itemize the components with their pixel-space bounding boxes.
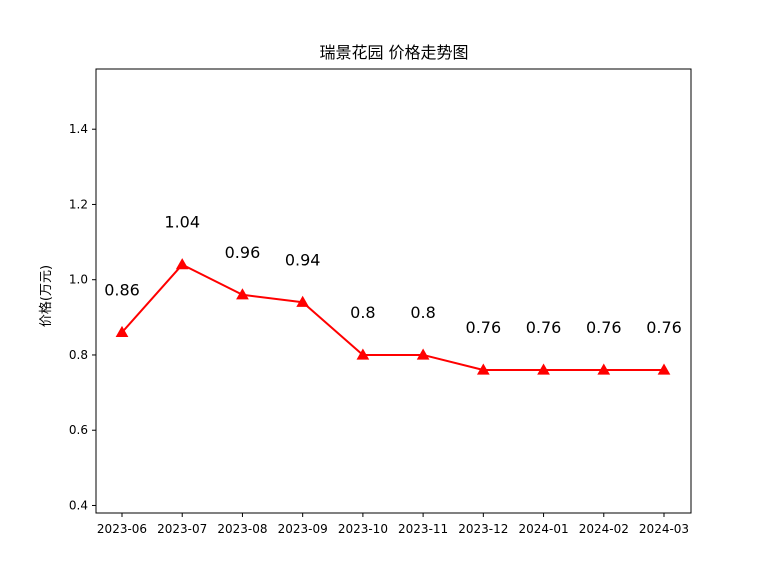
x-tick-label: 2023-08 [217, 522, 267, 536]
series-line [121, 263, 664, 372]
data-label: 0.76 [586, 318, 622, 337]
y-tick-label: 0.4 [69, 498, 88, 512]
plot-area: 2023-06 2023-07 2023-08 2023-09 2023-10 2023-… [69, 122, 689, 536]
y-tick-label: 1.0 [69, 273, 88, 287]
data-label: 0.76 [646, 318, 682, 337]
chart-title: 瑞景花园 价格走势图 [319, 43, 468, 62]
data-label: 1.04 [164, 213, 200, 232]
y-tick-label: 0.6 [69, 423, 88, 437]
x-tick-label: 2023-07 [157, 522, 207, 536]
y-tick-label: 1.4 [69, 122, 88, 136]
data-point-marker [356, 348, 370, 360]
data-point-marker [537, 363, 550, 375]
x-tick-label: 2023-12 [458, 522, 508, 536]
data-label: 0.94 [285, 250, 321, 269]
data-label: 0.8 [410, 303, 435, 322]
data-label: 0.8 [350, 303, 375, 322]
y-axis-label: 价格(万元) [38, 265, 54, 327]
x-tick-label: 2024-01 [518, 522, 568, 536]
x-tick-label: 2023-10 [338, 522, 388, 536]
x-tick-label: 2023-11 [398, 522, 448, 536]
data-label: 0.76 [526, 318, 562, 337]
data-point-marker [175, 258, 189, 270]
x-tick-label: 2024-02 [579, 522, 629, 536]
y-tick-label: 0.8 [69, 348, 88, 362]
data-label: 0.96 [225, 243, 261, 262]
data-label: 0.76 [466, 318, 502, 337]
x-tick-label: 2023-06 [97, 522, 147, 536]
data-point-marker [416, 348, 430, 360]
x-tick-label: 2023-09 [278, 522, 328, 536]
data-point-marker [476, 363, 490, 375]
data-label: 0.86 [104, 280, 140, 299]
data-point-marker [296, 295, 310, 307]
y-tick-label: 1.2 [69, 197, 88, 211]
x-tick-label: 2024-03 [639, 522, 689, 536]
data-point-marker [657, 363, 671, 375]
data-point-marker [115, 325, 129, 338]
data-point-marker [236, 288, 249, 300]
plot-frame [95, 68, 692, 514]
data-point-marker [597, 363, 611, 375]
